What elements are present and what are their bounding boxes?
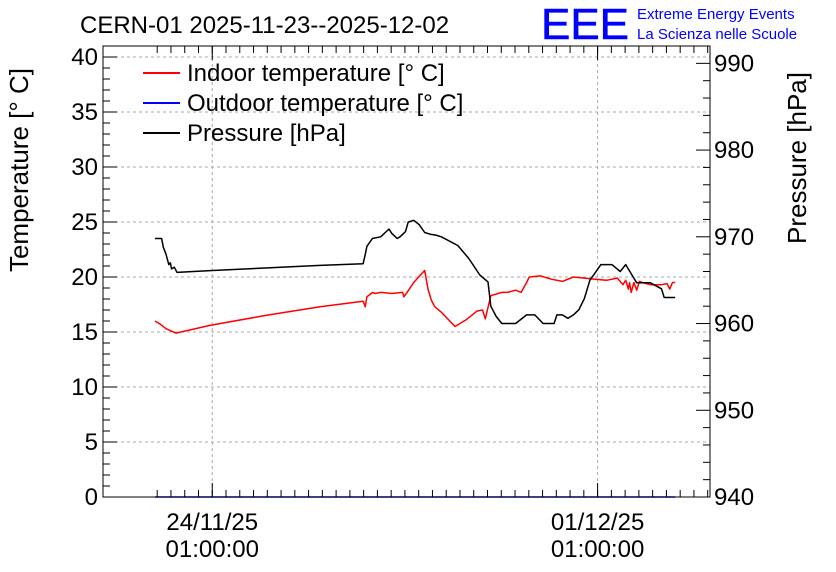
left-tick-label: 30 [71, 154, 98, 181]
logo-line2: La Scienza nelle Scuole [637, 26, 797, 43]
x-tick-date: 24/11/25 [166, 509, 258, 536]
logo-text: EEE [541, 0, 629, 49]
right-tick-label: 990 [714, 50, 754, 77]
x-tick-time: 01:00:00 [551, 536, 644, 563]
right-tick-label: 980 [714, 137, 754, 164]
left-tick-label: 10 [71, 374, 98, 401]
left-tick-label: 35 [71, 99, 98, 126]
left-tick-label: 40 [71, 44, 98, 71]
series-line-0 [154, 269, 676, 334]
right-tick-label: 970 [714, 224, 754, 251]
legend-label-0: Indoor temperature [° C] [187, 60, 445, 87]
chart-title: CERN-01 2025-11-23--2025-12-02 [80, 12, 449, 39]
legend: Indoor temperature [° C] Outdoor temperat… [143, 60, 463, 147]
left-tick-label: 5 [85, 429, 98, 456]
right-tick-label: 940 [714, 484, 754, 511]
x-tick-time: 01:00:00 [166, 536, 259, 563]
logo-line1: Extreme Energy Events [637, 6, 795, 23]
axes: 0 5 10 15 20 25 30 35 40 940 950 960 970 980 990 24/11/… [71, 44, 754, 563]
eee-logo: EEE Extreme Energy Events La Scienza nel… [541, 0, 797, 49]
left-axis-label: Temperature [° C] [4, 68, 34, 272]
right-axis-label: Pressure [hPa] [782, 72, 812, 244]
right-tick-label: 960 [714, 311, 754, 338]
left-tick-label: 25 [71, 209, 98, 236]
left-tick-label: 15 [71, 319, 98, 346]
legend-label-2: Pressure [hPa] [187, 120, 346, 147]
series-line-2 [155, 219, 676, 325]
right-tick-label: 950 [714, 397, 754, 424]
left-tick-label: 20 [71, 264, 98, 291]
legend-label-1: Outdoor temperature [° C] [187, 90, 463, 117]
left-tick-label: 0 [85, 484, 98, 511]
x-tick-date: 01/12/25 [551, 509, 644, 536]
